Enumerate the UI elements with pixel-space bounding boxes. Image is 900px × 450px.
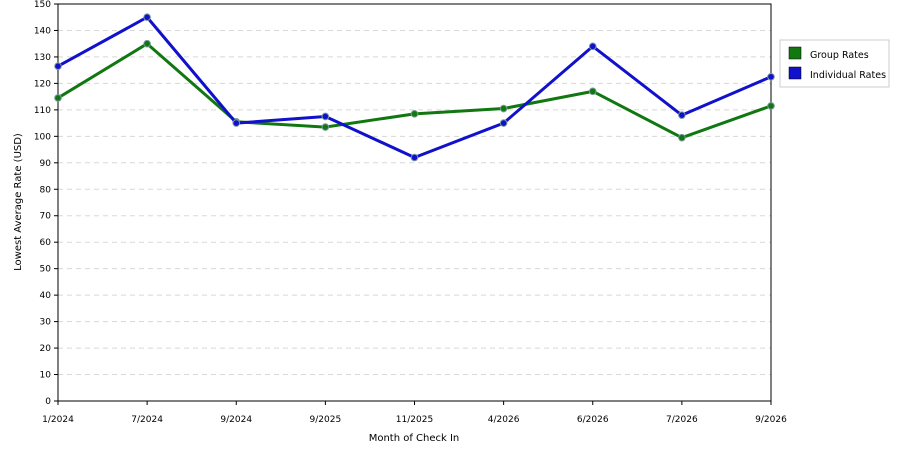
- x-axis-title: Month of Check In: [369, 433, 460, 444]
- y-tick-label: 80: [40, 185, 52, 195]
- legend: Group Rates Individual Rates: [779, 39, 890, 88]
- data-point-individual-rates: [588, 42, 597, 51]
- x-tick-label: 7/2026: [666, 415, 698, 425]
- y-tick-label: 20: [40, 344, 52, 354]
- legend-swatch-group-rates: [788, 46, 802, 60]
- y-tick-label: 140: [34, 26, 51, 36]
- data-point-group-rates: [321, 123, 330, 131]
- x-axis-ticks: 1/2024 7/2024 9/2024 9/2025 11/2025 4/2026 6/2…: [42, 401, 787, 425]
- y-tick-label: 130: [34, 53, 51, 63]
- y-tick-label: 50: [40, 265, 52, 275]
- data-point-individual-rates: [143, 13, 151, 22]
- y-tick-label: 70: [40, 212, 52, 222]
- data-point-individual-rates: [678, 111, 686, 119]
- y-tick-label: 40: [40, 291, 52, 301]
- data-point-individual-rates: [410, 153, 419, 162]
- data-point-individual-rates: [54, 62, 62, 70]
- data-point-individual-rates: [499, 119, 508, 127]
- data-point-group-rates: [767, 102, 775, 110]
- data-point-individual-rates: [767, 72, 775, 81]
- data-point-group-rates: [499, 104, 508, 113]
- y-tick-label: 110: [34, 106, 51, 116]
- x-tick-label: 9/2025: [310, 415, 342, 425]
- x-tick-label: 1/2024: [42, 415, 74, 425]
- axes: [57, 3, 772, 402]
- x-tick-label: 9/2024: [220, 415, 252, 425]
- data-point-group-rates: [588, 87, 597, 96]
- data-point-individual-rates: [321, 112, 330, 121]
- series-line-group-rates: [57, 42, 772, 140]
- y-tick-label: 10: [40, 371, 52, 381]
- legend-swatch-individual-rates: [788, 66, 802, 80]
- legend-label-group-rates: Group Rates: [810, 50, 869, 61]
- x-tick-label: 11/2025: [396, 415, 433, 425]
- series-lines: [54, 13, 775, 162]
- y-tick-label: 150: [34, 0, 51, 10]
- y-tick-label: 90: [40, 159, 52, 169]
- data-point-group-rates: [143, 39, 151, 48]
- y-tick-label: 100: [34, 132, 51, 142]
- y-axis-ticks: 0 10 20 30 40 50 60 70 80 90 100 110 120 130 140 150: [34, 0, 58, 407]
- data-point-group-rates: [410, 110, 419, 118]
- y-axis-title: Lowest Average Rate (USD): [13, 133, 24, 271]
- data-point-group-rates: [54, 94, 62, 102]
- x-tick-label: 6/2026: [577, 415, 609, 425]
- legend-label-individual-rates: Individual Rates: [810, 70, 886, 81]
- x-tick-label: 4/2026: [488, 415, 520, 425]
- y-tick-label: 60: [40, 238, 52, 248]
- data-point-group-rates: [678, 133, 686, 142]
- plot-area-border: [57, 3, 772, 402]
- data-point-individual-rates: [232, 119, 241, 127]
- y-tick-label: 30: [40, 318, 52, 328]
- y-tick-label: 120: [34, 79, 51, 89]
- y-tick-label: 0: [45, 397, 51, 407]
- x-tick-label: 9/2026: [755, 415, 787, 425]
- x-tick-label: 7/2024: [131, 415, 163, 425]
